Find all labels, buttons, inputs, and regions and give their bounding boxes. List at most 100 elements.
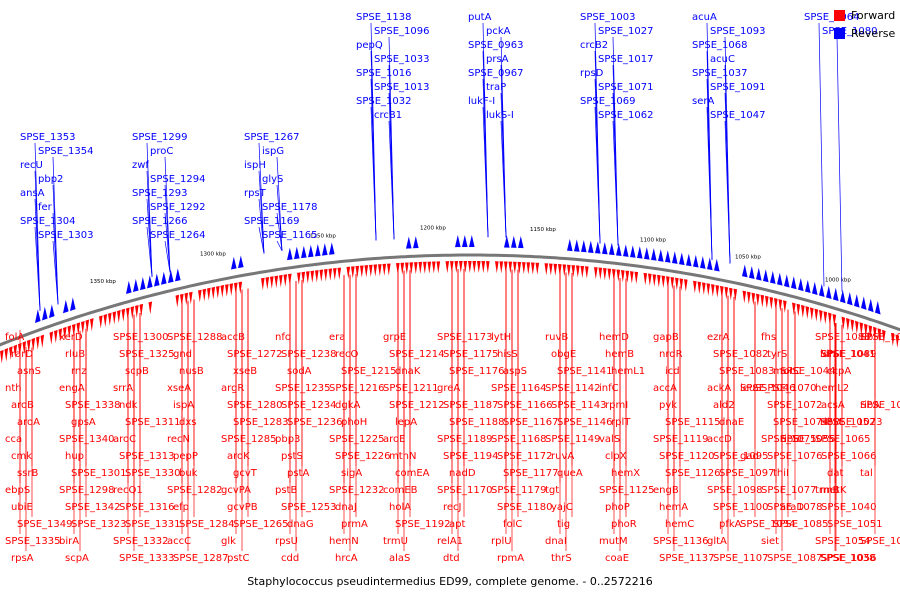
reverse-feature <box>840 289 846 304</box>
gene-label: SPSE_1172 <box>497 451 553 462</box>
gene-label: cmk <box>11 451 32 462</box>
gene-label: SPSE_1096 <box>374 26 430 37</box>
forward-feature <box>585 266 589 279</box>
reverse-feature <box>581 240 587 253</box>
gene-label: SPSE_1166 <box>497 400 553 411</box>
gene-label: SPSE_1180 <box>497 502 553 513</box>
gene-label: rpmI <box>605 400 628 411</box>
gene-label: metK <box>820 485 847 496</box>
gene-label: SPSE_1056 <box>821 553 877 564</box>
reverse-feature <box>791 276 797 290</box>
reverse-feature <box>595 241 601 254</box>
gene-label: cca <box>5 434 22 445</box>
forward-feature <box>801 304 805 318</box>
gene-label: SPSE_1266 <box>132 216 188 227</box>
gene-label: dxs <box>179 417 196 428</box>
forward-feature <box>760 294 765 308</box>
forward-feature <box>823 311 828 325</box>
forward-feature <box>607 268 612 281</box>
forward-feature <box>9 346 13 360</box>
gene-label: SPSE_1323 <box>71 519 127 530</box>
reverse-feature <box>574 239 580 252</box>
reverse-feature <box>567 238 573 252</box>
gene-label: thrS <box>551 553 572 564</box>
gene-label: SPSE_1215 <box>341 366 397 377</box>
gene-label: SPSE_1136 <box>653 536 709 547</box>
gene-label: SPSE_1265 <box>233 519 289 530</box>
gene-label: ubiE <box>11 502 33 513</box>
reverse-feature <box>854 294 860 308</box>
forward-feature <box>702 282 706 295</box>
gene-label: SPSE_1340 <box>59 434 115 445</box>
gene-label: fer <box>38 202 53 213</box>
forward-feature <box>810 307 814 321</box>
reverse-feature <box>819 283 825 297</box>
forward-feature <box>495 261 499 274</box>
forward-feature <box>297 272 301 285</box>
gene-label: ribA <box>860 400 880 411</box>
gene-label: SPSE_1234 <box>281 400 337 411</box>
gene-label: SPSE_1076 <box>767 451 823 462</box>
reverse-feature <box>868 298 874 313</box>
gene-label: SPSE_1179 <box>491 485 547 496</box>
reverse-feature <box>742 264 748 278</box>
forward-feature <box>351 266 355 279</box>
gene-label: SPSE_1097 <box>719 468 775 479</box>
reverse-feature <box>133 278 139 293</box>
reverse-feature <box>238 255 244 269</box>
forward-feature <box>211 286 216 300</box>
reverse-feature <box>175 268 181 282</box>
forward-feature <box>117 310 121 324</box>
gene-label: tyrS <box>767 349 787 360</box>
forward-feature <box>846 317 850 332</box>
forward-feature <box>198 289 202 303</box>
forward-feature <box>675 277 679 291</box>
ruler-tick-label: 1200 kbp <box>420 226 446 232</box>
gene-label: SPSE_1177 <box>503 468 559 479</box>
forward-feature <box>288 273 292 286</box>
gene-label: ald2 <box>713 400 735 411</box>
gene-label: recN <box>167 434 190 445</box>
gene-label: SPSE_1091 <box>710 82 766 93</box>
gene-label: SPSE_1032 <box>356 96 412 107</box>
forward-feature <box>796 303 801 317</box>
gene-label: SPSE_1017 <box>598 54 654 65</box>
gene-label: gltA <box>707 536 727 547</box>
gene-label: obgE <box>551 349 576 360</box>
gene-label: lukF-I <box>468 96 495 107</box>
gene-label: SPSE_1149 <box>545 434 601 445</box>
gene-label: SPSE_1288 <box>167 332 223 343</box>
gene-label: SPSE_1188 <box>449 417 505 428</box>
gene-label: rpmA <box>497 553 524 564</box>
reverse-feature <box>861 296 867 310</box>
gene-label: ispH <box>244 160 266 171</box>
gene-label: SPSE_1332 <box>113 536 169 547</box>
gene-label: pstC <box>227 553 249 564</box>
gene-label: SPSE_1173 <box>437 332 493 343</box>
gene-label: queA <box>557 468 583 479</box>
ruler-tick-label: 1250 kbp <box>310 234 336 240</box>
gene-label: SPSE_1330 <box>125 468 181 479</box>
callout-line <box>388 120 395 240</box>
gene-label: thiI <box>773 468 789 479</box>
forward-feature <box>216 285 220 299</box>
reverse-feature <box>847 291 853 306</box>
gene-label: asnS <box>17 366 41 377</box>
gene-label: gapB <box>653 332 679 343</box>
forward-feature <box>135 305 139 318</box>
gene-label: dnaI <box>545 536 567 547</box>
gene-label: SPSE_1300 <box>113 332 169 343</box>
forward-feature <box>207 287 211 301</box>
gene-label: engA <box>59 383 85 394</box>
forward-feature <box>306 271 310 284</box>
forward-feature <box>310 270 315 283</box>
gene-label: SPSE_1138 <box>356 12 412 23</box>
gene-label: SPSE_1232 <box>329 485 385 496</box>
gene-label: rluB <box>65 349 85 360</box>
gene-label: SPSE_1146 <box>557 417 613 428</box>
forward-feature <box>747 291 751 305</box>
gene-label: rpsA <box>11 553 34 564</box>
forward-feature <box>279 274 283 288</box>
reverse-feature <box>770 270 776 284</box>
